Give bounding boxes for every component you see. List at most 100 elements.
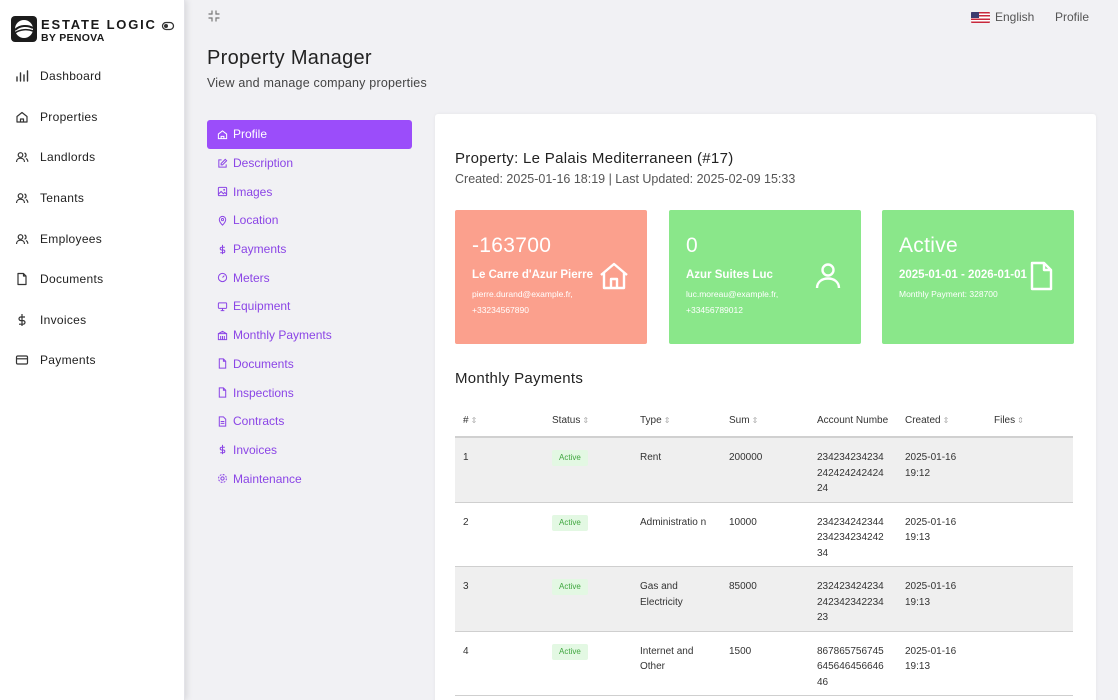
tab-contracts[interactable]: Contracts — [207, 407, 412, 436]
collapse-icon[interactable] — [207, 9, 221, 23]
home-outline-icon — [598, 260, 630, 292]
tab-invoices[interactable]: Invoices — [207, 436, 412, 465]
cell-sum: 200000 — [729, 452, 763, 463]
stat-name: 2025-01-01 - 2026-01-01 — [899, 269, 1027, 281]
cell-sum: 1500 — [729, 645, 752, 657]
stat-name: Le Carre d'Azur Pierre — [472, 269, 593, 281]
bar-chart-icon — [15, 69, 29, 83]
tab-meters[interactable]: Meters — [207, 263, 412, 292]
sidebar-toggle-icon[interactable] — [161, 19, 175, 33]
table-row[interactable]: 2 Active Administratio n 10000 234234242… — [455, 503, 1073, 567]
tab-label: Equipment — [233, 299, 291, 314]
col-number[interactable]: # ⇕ — [463, 415, 478, 426]
monitor-icon — [217, 301, 228, 312]
brand[interactable]: ESTATE LOGIC BY PENOVA — [11, 15, 176, 45]
col-files[interactable]: Files ⇕ — [994, 415, 1024, 426]
tab-profile[interactable]: Profile — [207, 120, 412, 149]
stat-detail: Monthly Payment: 328700 — [899, 289, 998, 299]
tab-label: Meters — [233, 270, 270, 285]
sidebar-item-label: Tenants — [40, 191, 85, 206]
col-account[interactable]: Account Numbe — [817, 415, 889, 426]
users-icon — [15, 150, 29, 164]
contract-stat-card[interactable]: Active 2025-01-01 - 2026-01-01 Monthly P… — [882, 210, 1074, 344]
sidebar-item-employees[interactable]: Employees — [0, 218, 185, 259]
cell-type: Administratio n — [640, 516, 707, 528]
profile-link[interactable]: Profile — [1055, 10, 1090, 24]
col-sum[interactable]: Sum ⇕ — [729, 415, 759, 426]
table-row[interactable]: 1 Active Rent 200000 234234234234 242424… — [455, 438, 1073, 503]
tab-label: Contracts — [233, 414, 285, 429]
tab-label: Location — [233, 213, 279, 228]
cell-number: 1 — [463, 452, 469, 463]
sidebar-item-invoices[interactable]: Invoices — [0, 300, 185, 341]
file-icon — [217, 387, 228, 398]
sidebar-item-label: Documents — [40, 272, 104, 287]
language-label: English — [995, 10, 1035, 24]
stat-detail: luc.moreau@example.fr, +33456789012 — [686, 289, 779, 315]
monthly-payments-table: # ⇕ Status ⇕ Type ⇕ Sum ⇕ Account Numbe Crea… — [455, 405, 1073, 696]
property-card: Property: Le Palais Mediterraneen (#17) … — [435, 114, 1096, 700]
monthly-payments-title: Monthly Payments — [455, 370, 584, 387]
col-created[interactable]: Created ⇕ — [905, 415, 950, 426]
stat-value: -163700 — [472, 234, 552, 257]
tab-location[interactable]: Location — [207, 206, 412, 235]
brand-sub: BY PENOVA — [41, 32, 105, 44]
sidebar-item-landlords[interactable]: Landlords — [0, 137, 185, 178]
page-title: Property Manager — [207, 47, 372, 69]
cell-status: Active — [552, 514, 588, 531]
sidebar-nav: Dashboard Properties Landlords Tenants E… — [0, 56, 185, 381]
tab-payments[interactable]: Payments — [207, 235, 412, 264]
status-badge: Active — [552, 579, 588, 595]
property-submenu: Profile Description Images Location Paym… — [207, 120, 412, 493]
file-text-icon — [217, 416, 228, 427]
tab-inspections[interactable]: Inspections — [207, 378, 412, 407]
sidebar-item-dashboard[interactable]: Dashboard — [0, 56, 185, 97]
tab-documents[interactable]: Documents — [207, 350, 412, 379]
cell-account: 867865756745 645646456646 46 — [817, 645, 884, 688]
cell-sum: 10000 — [729, 516, 757, 528]
status-badge: Active — [552, 514, 588, 531]
sidebar-item-tenants[interactable]: Tenants — [0, 178, 185, 219]
sidebar-item-properties[interactable]: Properties — [0, 97, 185, 138]
home-icon — [15, 110, 29, 124]
property-title: Property: Le Palais Mediterraneen (#17) — [455, 150, 734, 167]
table-row[interactable]: 4 Active Internet and Other 1500 8678657… — [455, 632, 1073, 696]
tab-equipment[interactable]: Equipment — [207, 292, 412, 321]
cell-type: Rent — [640, 452, 662, 463]
tab-maintenance[interactable]: Maintenance — [207, 464, 412, 493]
tab-description[interactable]: Description — [207, 149, 412, 178]
cell-created: 2025-01-16 19:12 — [905, 452, 957, 479]
sidebar-item-label: Employees — [40, 231, 103, 246]
edit-icon — [217, 158, 228, 169]
dollar-icon — [15, 313, 29, 327]
tab-label: Description — [233, 156, 294, 171]
cell-account: 234234242344 234234234242 34 — [817, 516, 884, 559]
cell-type: Internet and Other — [640, 645, 694, 673]
file-icon — [217, 358, 228, 369]
landlord-stat-card[interactable]: 0 Azur Suites Luc luc.moreau@example.fr,… — [669, 210, 861, 344]
col-status[interactable]: Status ⇕ — [552, 415, 590, 426]
tab-label: Invoices — [233, 442, 278, 457]
tab-label: Payments — [233, 242, 287, 257]
tab-label: Monthly Payments — [233, 328, 332, 343]
col-type[interactable]: Type ⇕ — [640, 415, 671, 426]
language-selector[interactable]: English — [971, 10, 1034, 24]
status-badge: Active — [552, 450, 588, 466]
sidebar-item-payments[interactable]: Payments — [0, 340, 185, 381]
table-row[interactable]: 3 Active Gas and Electricity 85000 23242… — [455, 567, 1073, 632]
tab-images[interactable]: Images — [207, 177, 412, 206]
building-icon — [217, 330, 228, 341]
us-flag-icon — [971, 11, 990, 23]
cell-status: Active — [552, 579, 588, 595]
sidebar-item-documents[interactable]: Documents — [0, 259, 185, 300]
table-header: # ⇕ Status ⇕ Type ⇕ Sum ⇕ Account Numbe Crea… — [455, 405, 1073, 438]
stat-detail: pierre.durand@example.fr, +33234567890 — [472, 289, 573, 315]
balance-stat-card[interactable]: -163700 Le Carre d'Azur Pierre pierre.du… — [455, 210, 647, 344]
sidebar-item-label: Landlords — [40, 150, 96, 165]
sidebar-item-label: Dashboard — [40, 69, 102, 84]
cell-number: 4 — [463, 645, 469, 657]
cell-account: 234234234234 242424242424 24 — [817, 452, 884, 494]
home-icon — [217, 129, 228, 140]
cell-created: 2025-01-16 19:13 — [905, 516, 957, 544]
tab-monthly-payments[interactable]: Monthly Payments — [207, 321, 412, 350]
